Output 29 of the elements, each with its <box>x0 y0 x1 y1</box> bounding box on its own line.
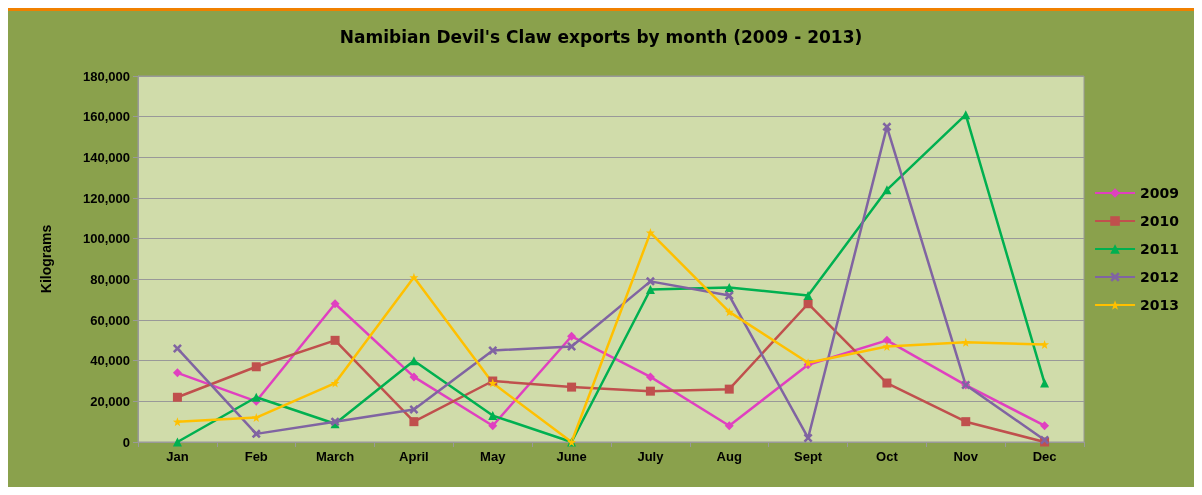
legend-label: 2011 <box>1140 241 1179 257</box>
x-tick-label: Nov <box>953 449 979 464</box>
x-tick-label: Aug <box>716 449 742 464</box>
x-tick-label: Jan <box>166 449 189 464</box>
x-tick-label: July <box>637 449 665 464</box>
y-tick-label: 60,000 <box>90 312 130 328</box>
y-axis-title: Kilograms <box>38 224 54 294</box>
y-tick-label: 100,000 <box>83 231 130 247</box>
x-tick-label: April <box>399 449 429 464</box>
x-tick-label: Feb <box>244 449 268 464</box>
y-tick-label: 180,000 <box>83 68 130 84</box>
y-tick-label: 160,000 <box>83 109 130 125</box>
legend-label: 2012 <box>1140 269 1179 285</box>
y-tick-label: 0 <box>122 434 130 450</box>
y-tick-label: 40,000 <box>90 353 130 369</box>
legend-label: 2010 <box>1140 213 1180 229</box>
x-tick-label: May <box>480 449 507 464</box>
x-tick-label: June <box>556 449 587 464</box>
chart-title: Namibian Devil's Claw exports by month (2009 - 2013) <box>339 26 863 47</box>
x-tick-label: Sept <box>794 449 823 464</box>
x-tick-label: Oct <box>876 449 899 464</box>
y-tick-label: 80,000 <box>90 271 130 287</box>
x-tick-label: Dec <box>1032 449 1057 464</box>
x-tick-label: March <box>315 449 355 464</box>
legend-label: 2009 <box>1140 185 1179 201</box>
legend-label: 2013 <box>1140 297 1179 313</box>
y-tick-label: 140,000 <box>83 149 130 165</box>
y-tick-label: 20,000 <box>90 393 130 409</box>
y-tick-label: 120,000 <box>83 190 130 206</box>
